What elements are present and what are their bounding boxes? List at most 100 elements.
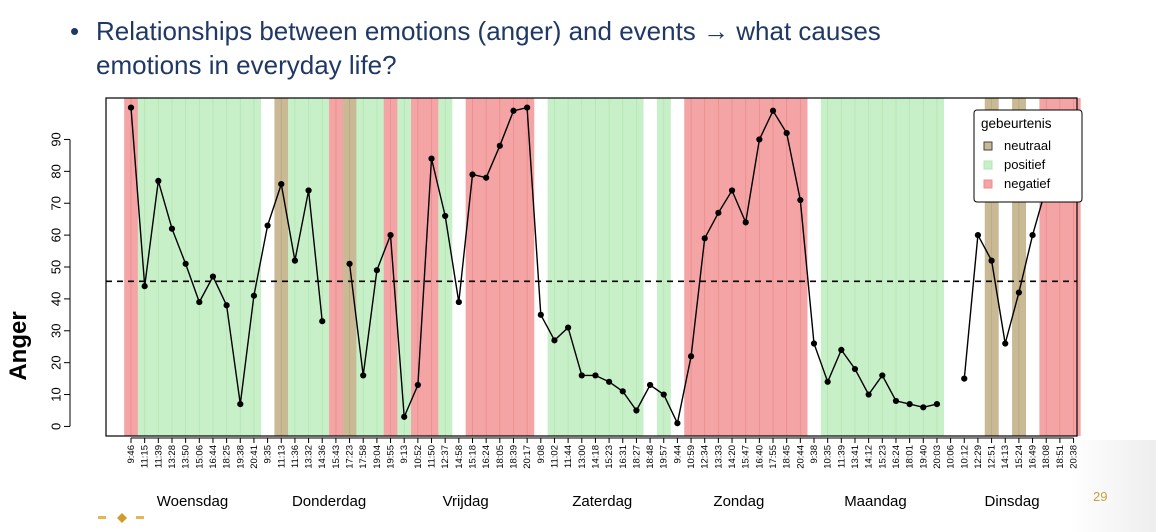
data-point <box>633 407 640 414</box>
x-tick-label: 18:05 <box>495 445 506 469</box>
x-tick-label: 18:51 <box>1055 445 1066 469</box>
x-tick-label: 15:18 <box>468 445 479 469</box>
data-point <box>892 397 900 405</box>
x-tick-label: 16:24 <box>481 445 492 469</box>
y-tick-label: 30 <box>49 324 64 338</box>
x-tick-label: 11:02 <box>549 445 560 468</box>
data-points <box>127 104 1050 427</box>
data-point <box>728 187 736 194</box>
x-tick-label: 18:48 <box>645 445 656 469</box>
x-tick-label: 11:39 <box>836 445 847 468</box>
data-point <box>687 353 695 360</box>
footer-decoration-icon <box>98 513 144 523</box>
x-tick-label: 9:13 <box>399 445 410 464</box>
x-tick-label: 15:24 <box>1014 445 1025 469</box>
x-tick-label: 14:12 <box>864 445 875 469</box>
day-label: Maandag <box>844 493 907 510</box>
day-label: Zondag <box>713 493 764 510</box>
data-point <box>1029 232 1036 239</box>
data-point <box>223 302 230 309</box>
x-tick-label: 13:33 <box>713 445 724 469</box>
data-point <box>797 196 804 204</box>
data-point <box>646 381 654 389</box>
data-point <box>810 340 818 347</box>
bullet-dot: • <box>70 16 80 46</box>
y-axis: 0 10 20 30 40 50 60 70 80 90 <box>49 132 71 430</box>
data-point <box>1015 289 1023 296</box>
data-point <box>305 187 312 194</box>
slide-title-line2: emotions in everyday life? <box>96 50 397 80</box>
x-tick-label: 15:06 <box>194 445 205 469</box>
data-point <box>237 401 244 408</box>
series-line <box>963 187 1047 379</box>
x-tick-label: 12:51 <box>987 445 998 469</box>
y-tick-label: 40 <box>49 292 64 306</box>
x-tick-label: 14:13 <box>1000 445 1011 469</box>
data-point <box>264 222 271 229</box>
data-point <box>756 136 763 143</box>
data-point <box>565 324 572 331</box>
data-point <box>578 372 585 379</box>
x-tick-label: 13:28 <box>167 445 178 469</box>
x-tick-label: 18:25 <box>222 445 233 469</box>
x-tick-label: 16:49 <box>1028 445 1039 469</box>
data-point <box>373 267 380 274</box>
x-tick-label: 17:23 <box>345 445 356 469</box>
x-tick-label: 18:39 <box>508 445 519 469</box>
data-point <box>319 318 326 325</box>
x-tick-label: 10:59 <box>686 445 697 469</box>
x-tick-label: 11:50 <box>427 445 438 468</box>
data-point <box>660 391 667 398</box>
plot-frame <box>105 97 1078 437</box>
data-point <box>865 391 872 398</box>
x-tick-label: 15:23 <box>877 445 888 469</box>
data-point <box>537 311 544 318</box>
series-line <box>348 106 938 426</box>
data-point <box>127 104 135 111</box>
x-tick-label: 20:44 <box>795 445 806 469</box>
x-tick-label: 19:38 <box>235 445 246 469</box>
x-tick-label: 10:52 <box>413 445 424 469</box>
data-point <box>182 260 189 267</box>
data-point <box>906 401 913 408</box>
x-tick-label: 14:36 <box>317 445 328 469</box>
x-tick-label: 19:40 <box>918 445 929 469</box>
day-labels: Woensdag Donderdag Vrijdag Zaterdag Zondag Ma… <box>157 493 1040 510</box>
event-bands <box>124 98 1081 436</box>
data-point <box>851 365 859 373</box>
x-tick-label: 11:44 <box>563 445 574 468</box>
x-tick-label: 10:35 <box>823 445 834 469</box>
x-tick-label: 19:55 <box>386 445 397 469</box>
data-point <box>496 142 503 149</box>
x-tick-label: 20:17 <box>522 445 533 469</box>
x-tick-label: 9:35 <box>263 445 274 464</box>
plot-frame-group <box>105 97 1078 437</box>
x-tick-label: 9:46 <box>126 445 137 464</box>
x-tick-label: 15:47 <box>741 445 752 469</box>
data-point <box>387 232 394 239</box>
data-point <box>1002 340 1009 347</box>
x-tick-label: 16:24 <box>891 445 902 469</box>
x-tick-label: 13:00 <box>577 445 588 469</box>
footer-fade <box>1070 440 1156 532</box>
data-point <box>401 413 408 420</box>
legend-box <box>973 109 1083 203</box>
data-point <box>250 292 258 299</box>
data-point <box>592 372 599 379</box>
x-tick-label: 12:29 <box>973 445 984 469</box>
x-tick-label: 11:36 <box>290 445 301 468</box>
data-point <box>715 209 722 216</box>
data-point <box>442 212 449 220</box>
data-point <box>551 337 558 344</box>
legend: gebeurtenis neutraal positief negatief <box>973 109 1083 203</box>
y-tick-label: 60 <box>49 228 64 242</box>
day-label: Vrijdag <box>443 493 489 510</box>
data-point <box>168 225 176 232</box>
data-point <box>510 107 517 114</box>
data-point <box>141 283 148 290</box>
legend-swatch-neutraal <box>983 141 993 151</box>
x-tick-label: 13:32 <box>304 445 315 469</box>
y-tick-label: 50 <box>49 260 64 274</box>
data-point <box>346 260 353 267</box>
